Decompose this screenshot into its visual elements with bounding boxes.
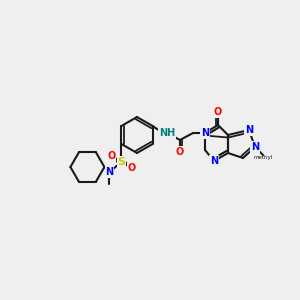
Text: O: O xyxy=(176,147,184,157)
Text: N: N xyxy=(210,156,218,166)
Text: NH: NH xyxy=(159,128,175,138)
Text: N: N xyxy=(251,142,259,152)
Text: O: O xyxy=(107,151,116,161)
Text: S: S xyxy=(117,157,125,167)
Text: methyl: methyl xyxy=(254,154,273,160)
Text: O: O xyxy=(214,107,222,117)
Text: N: N xyxy=(201,128,209,138)
Text: N: N xyxy=(105,167,113,177)
Text: O: O xyxy=(127,163,136,173)
Text: N: N xyxy=(245,125,253,135)
